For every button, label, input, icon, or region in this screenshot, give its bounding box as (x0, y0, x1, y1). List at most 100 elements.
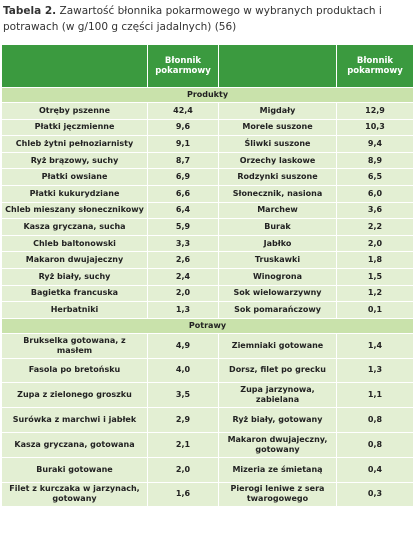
food-name: Chleb mieszany słonecznikowy (1, 201, 148, 220)
food-name: Mizeria ze śmietaną (218, 456, 337, 483)
data-row: Płatki jęczmienne 9,6 Morele suszone 10,3 (1, 118, 414, 137)
data-row: Fasola po bretońsku 4,0 Dorsz, filet po gr… (1, 357, 414, 384)
data-row: Kasza gryczana, gotowana 2,1 Makaron dwuja… (1, 431, 414, 458)
fiber-value: 12,9 (336, 102, 414, 120)
data-row: Buraki gotowane 2,0 Mizeria ze śmietaną 0,4 (1, 456, 414, 483)
fiber-value: 0,8 (336, 431, 414, 458)
fiber-value: 6,6 (147, 184, 219, 203)
food-name: Otręby pszenne (1, 102, 148, 120)
data-row: Herbatniki 1,3 Sok pomarańczowy 0,1 (1, 301, 414, 319)
fiber-value: 2,9 (147, 407, 219, 433)
fiber-value: 4,9 (147, 332, 219, 359)
food-name: Brukselka gotowana, z masłem (1, 332, 148, 359)
fiber-value: 3,6 (336, 201, 414, 220)
food-name: Płatki kukurydziane (1, 184, 148, 203)
fiber-value: 3,5 (147, 382, 219, 409)
food-name: Winogrona (218, 267, 337, 286)
title-text: Zawartość błonnika pokarmowego w wybrany… (3, 5, 382, 33)
food-name: Jabłko (218, 234, 337, 253)
fiber-value: 9,4 (336, 135, 414, 153)
food-name: Buraki gotowane (1, 456, 148, 483)
data-row: Otręby pszenne 42,4 Migdały 12,9 (1, 102, 414, 120)
fiber-value: 2,2 (336, 218, 414, 236)
fiber-value: 1,4 (336, 332, 414, 359)
data-row: Bagietka francuska 2,0 Sok wielowarzywny 1,… (1, 284, 414, 303)
food-name: Filet z kurczaka w jarzynach, gotowany (1, 481, 148, 508)
fiber-value: 4,0 (147, 357, 219, 384)
food-name: Surówka z marchwi i jabłek (1, 407, 148, 433)
fiber-value: 0,1 (336, 301, 414, 319)
fiber-value: 2,0 (336, 234, 414, 253)
fiber-value: 6,0 (336, 184, 414, 203)
food-name: Dorsz, filet po grecku (218, 357, 337, 384)
fiber-value: 2,1 (147, 431, 219, 458)
food-name: Truskawki (218, 251, 337, 269)
food-name: Herbatniki (1, 301, 148, 319)
fiber-value: 6,5 (336, 168, 414, 186)
fiber-value: 6,4 (147, 201, 219, 220)
food-name: Fasola po bretońsku (1, 357, 148, 384)
data-row: Chleb mieszany słonecznikowy 6,4 Marchew 3,… (1, 201, 414, 220)
fiber-table: Błonnik pokarmowy Błonnik pokarmowy Prod… (1, 44, 414, 508)
food-name: Sok pomarańczowy (218, 301, 337, 319)
food-name: Płatki owsiane (1, 168, 148, 186)
food-name: Sok wielowarzywny (218, 284, 337, 303)
fiber-value: 1,3 (147, 301, 219, 319)
section-title: Potrawy (1, 317, 414, 334)
fiber-value: 2,0 (147, 284, 219, 303)
fiber-value: 6,9 (147, 168, 219, 186)
food-name: Zupa z zielonego groszku (1, 382, 148, 409)
data-row: Brukselka gotowana, z masłem 4,9 Ziemniaki… (1, 332, 414, 359)
food-name: Marchew (218, 201, 337, 220)
fiber-value: 1,1 (336, 382, 414, 409)
fiber-value: 10,3 (336, 118, 414, 137)
data-row: Ryż biały, suchy 2,4 Winogrona 1,5 (1, 267, 414, 286)
data-row: Makaron dwujajeczny 2,6 Truskawki 1,8 (1, 251, 414, 269)
fiber-value: 0,4 (336, 456, 414, 483)
food-name: Pierogi leniwe z sera twarogowego (218, 481, 337, 508)
food-name: Ziemniaki gotowane (218, 332, 337, 359)
fiber-value: 3,3 (147, 234, 219, 253)
header-cell (218, 44, 337, 88)
fiber-value: 9,1 (147, 135, 219, 153)
data-row: Kasza gryczana, sucha 5,9 Burak 2,2 (1, 218, 414, 236)
fiber-value: 1,3 (336, 357, 414, 384)
food-name: Śliwki suszone (218, 135, 337, 153)
food-name: Burak (218, 218, 337, 236)
fiber-value: 5,9 (147, 218, 219, 236)
fiber-value: 0,3 (336, 481, 414, 508)
data-row: Chleb żytni pełnoziarnisty 9,1 Śliwki susz… (1, 135, 414, 153)
food-name: Kasza gryczana, gotowana (1, 431, 148, 458)
fiber-value: 8,9 (336, 151, 414, 170)
food-name: Makaron dwujajeczny, gotowany (218, 431, 337, 458)
food-name: Ryż biały, gotowany (218, 407, 337, 433)
food-name: Migdały (218, 102, 337, 120)
food-name: Bagietka francuska (1, 284, 148, 303)
fiber-value: 0,8 (336, 407, 414, 433)
fiber-value: 2,4 (147, 267, 219, 286)
data-row: Chleb baltonowski 3,3 Jabłko 2,0 (1, 234, 414, 253)
fiber-value: 1,5 (336, 267, 414, 286)
data-row: Zupa z zielonego groszku 3,5 Zupa jarzynow… (1, 382, 414, 409)
data-row: Płatki owsiane 6,9 Rodzynki suszone 6,5 (1, 168, 414, 186)
fiber-value: 1,2 (336, 284, 414, 303)
fiber-value: 8,7 (147, 151, 219, 170)
food-name: Rodzynki suszone (218, 168, 337, 186)
fiber-value: 9,6 (147, 118, 219, 137)
food-name: Płatki jęczmienne (1, 118, 148, 137)
fiber-value: 42,4 (147, 102, 219, 120)
section-row: Produkty (1, 87, 414, 103)
food-name: Morele suszone (218, 118, 337, 137)
data-row: Ryż brązowy, suchy 8,7 Orzechy laskowe 8,9 (1, 151, 414, 170)
food-name: Zupa jarzynowa, zabielana (218, 382, 337, 409)
data-row: Płatki kukurydziane 6,6 Słonecznik, nasion… (1, 184, 414, 203)
fiber-value: 2,0 (147, 456, 219, 483)
section-title: Produkty (1, 87, 414, 103)
header-row: Błonnik pokarmowy Błonnik pokarmowy (1, 44, 414, 88)
food-name: Orzechy laskowe (218, 151, 337, 170)
food-name: Kasza gryczana, sucha (1, 218, 148, 236)
food-name: Makaron dwujajeczny (1, 251, 148, 269)
fiber-value: 1,6 (147, 481, 219, 508)
header-cell (1, 44, 148, 88)
food-name: Słonecznik, nasiona (218, 184, 337, 203)
